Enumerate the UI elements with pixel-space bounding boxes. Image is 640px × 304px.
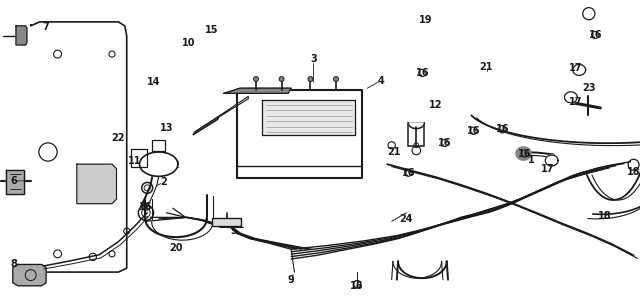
Text: 12: 12 xyxy=(428,100,442,110)
Text: 18: 18 xyxy=(598,211,612,221)
Text: 17: 17 xyxy=(569,97,583,107)
Text: 23: 23 xyxy=(582,83,596,93)
Polygon shape xyxy=(6,170,24,194)
Circle shape xyxy=(308,77,313,81)
Text: 21: 21 xyxy=(387,147,401,157)
Polygon shape xyxy=(573,64,586,75)
Text: 16: 16 xyxy=(438,138,452,148)
Polygon shape xyxy=(224,88,291,93)
Bar xyxy=(212,218,241,226)
Polygon shape xyxy=(516,147,531,160)
Circle shape xyxy=(279,77,284,81)
Polygon shape xyxy=(16,26,27,45)
Bar xyxy=(131,149,147,167)
Text: 13: 13 xyxy=(159,123,173,133)
Polygon shape xyxy=(77,164,116,204)
Text: 5: 5 xyxy=(230,226,237,236)
Text: 9: 9 xyxy=(288,275,294,285)
Text: 20: 20 xyxy=(169,243,183,253)
Circle shape xyxy=(253,77,259,81)
Polygon shape xyxy=(31,22,127,272)
Polygon shape xyxy=(564,92,577,103)
Text: 16: 16 xyxy=(401,168,415,178)
Polygon shape xyxy=(202,96,248,128)
Polygon shape xyxy=(408,123,424,129)
Text: 16: 16 xyxy=(139,202,153,212)
Text: 16: 16 xyxy=(588,30,602,40)
Text: 8: 8 xyxy=(11,260,17,269)
Text: 2: 2 xyxy=(160,178,166,187)
Polygon shape xyxy=(262,100,355,135)
Text: 21: 21 xyxy=(479,62,493,72)
Circle shape xyxy=(333,77,339,81)
Polygon shape xyxy=(13,264,46,286)
Text: 19: 19 xyxy=(419,15,433,25)
Text: 6: 6 xyxy=(11,176,17,186)
Text: 24: 24 xyxy=(399,214,413,224)
Polygon shape xyxy=(545,155,558,166)
Text: 10: 10 xyxy=(182,38,196,47)
Text: 22: 22 xyxy=(111,133,125,143)
Text: 7: 7 xyxy=(43,22,49,32)
Bar xyxy=(152,140,165,151)
Text: 16: 16 xyxy=(495,124,509,134)
Text: 17: 17 xyxy=(569,64,583,73)
Polygon shape xyxy=(193,116,219,135)
Text: 14: 14 xyxy=(147,77,161,87)
Text: 15: 15 xyxy=(204,26,218,35)
Text: 16: 16 xyxy=(415,68,429,78)
Text: 1: 1 xyxy=(528,155,534,164)
Text: 4: 4 xyxy=(378,76,384,85)
Text: 18: 18 xyxy=(627,167,640,177)
Text: 17: 17 xyxy=(540,164,554,174)
Text: 16: 16 xyxy=(350,281,364,291)
Bar xyxy=(408,123,424,146)
Polygon shape xyxy=(140,152,178,176)
Text: 16: 16 xyxy=(467,126,481,136)
Text: 3: 3 xyxy=(310,54,317,64)
Text: 11: 11 xyxy=(127,156,141,166)
Polygon shape xyxy=(237,90,362,178)
Text: 16: 16 xyxy=(518,149,532,158)
